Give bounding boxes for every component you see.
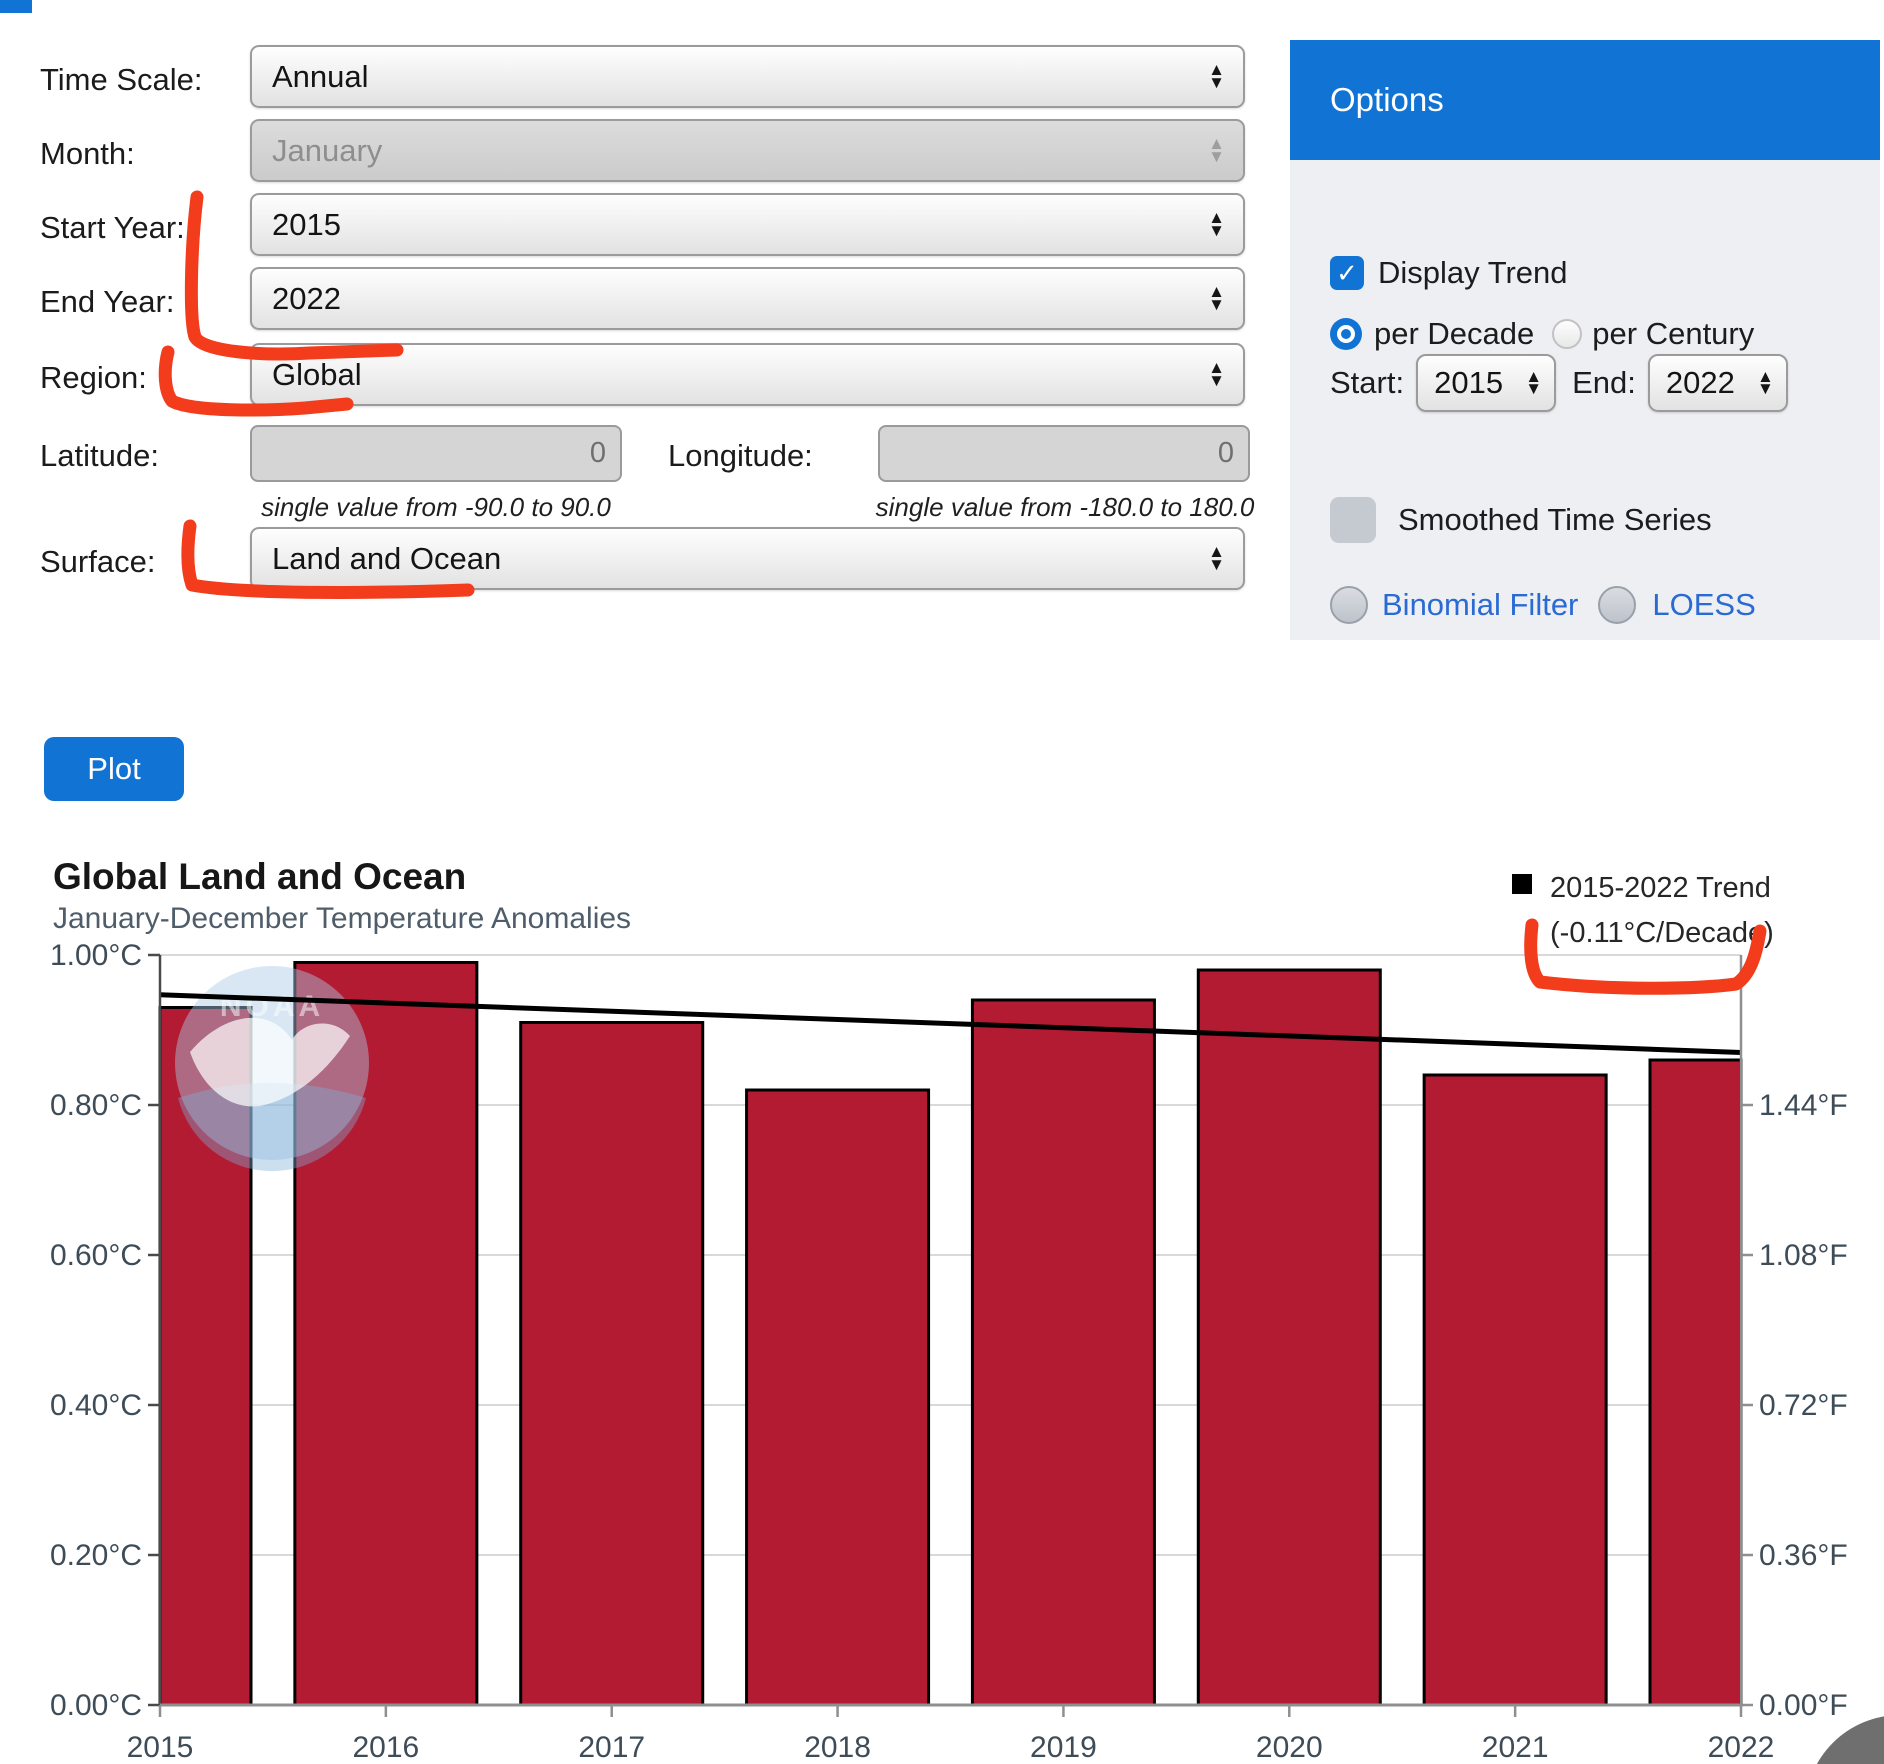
corner-round-button[interactable] — [1805, 1715, 1884, 1764]
trend-legend: 2015-2022 Trend (-0.11°C/Decade) — [1512, 866, 1774, 956]
noaa-watermark-text: NOAA — [220, 990, 324, 1023]
region-label: Region: — [40, 360, 147, 395]
trend-end-spinner[interactable]: 2022 ▲ ▼ — [1647, 354, 1788, 412]
display-trend-checkbox[interactable]: ✓ — [1330, 256, 1364, 290]
spinner-arrows-icon: ▲ ▼ — [1525, 366, 1543, 398]
noaa-logo-gull-icon — [190, 1017, 350, 1107]
y-tick-label-left: 0.00°C — [50, 1689, 142, 1722]
y-tick-label-left: 0.40°C — [50, 1389, 142, 1422]
bar-2020 — [1196, 968, 1382, 1707]
plot-button[interactable]: Plot — [44, 737, 184, 801]
longitude-label: Longitude: — [668, 438, 813, 473]
y-tick-label-left: 0.80°C — [50, 1089, 142, 1122]
bar-2015 — [158, 1006, 253, 1707]
bar-2022 — [1648, 1058, 1743, 1707]
start-year-label: Start Year: — [40, 210, 185, 245]
surface-select[interactable]: Land and Ocean ▲ ▼ — [250, 527, 1245, 590]
latitude-input[interactable]: 0 — [250, 425, 622, 482]
trend-line — [159, 992, 1742, 1055]
smoothed-time-series-label: Smoothed Time Series — [1398, 502, 1712, 537]
x-tick-label: 2022 — [1708, 1731, 1775, 1764]
y-tick-label-right: 1.44°F — [1759, 1089, 1848, 1122]
bar-2016 — [293, 961, 479, 1707]
bar-2017 — [519, 1021, 705, 1707]
noaa-logo-watermark-icon — [175, 966, 369, 1160]
per-decade-label: per Decade — [1374, 316, 1535, 351]
noaa-logo-ocean-icon — [178, 1083, 366, 1172]
chart-title: Global Land and Ocean — [53, 856, 467, 897]
options-panel: Options ✓ Display Trend per Decade per C… — [1290, 40, 1880, 640]
y-tick-label-right: 0.36°F — [1759, 1539, 1848, 1572]
end-year-select[interactable]: 2022 ▲ ▼ — [250, 267, 1245, 330]
x-tick-label: 2018 — [804, 1731, 871, 1764]
region-select[interactable]: Global ▲ ▼ — [250, 343, 1245, 406]
month-select: January ▲ ▼ — [250, 119, 1245, 182]
y-tick-label-left: 0.20°C — [50, 1539, 142, 1572]
spinner-arrows-icon: ▲ ▼ — [1208, 134, 1225, 166]
longitude-input[interactable]: 0 — [878, 425, 1250, 482]
x-tick-label: 2019 — [1030, 1731, 1097, 1764]
y-tick-label-right: 0.72°F — [1759, 1389, 1848, 1422]
spinner-arrows-icon: ▲ ▼ — [1208, 208, 1225, 240]
per-century-radio[interactable] — [1552, 319, 1583, 349]
trend-legend-line2: (-0.11°C/Decade) — [1550, 916, 1774, 949]
options-header: Options — [1290, 40, 1880, 160]
y-tick-label-right: 1.08°F — [1759, 1239, 1848, 1272]
latitude-label: Latitude: — [40, 438, 159, 473]
spinner-arrows-icon: ▲ ▼ — [1208, 358, 1225, 390]
loess-radio[interactable] — [1598, 586, 1637, 624]
trend-end-label: End: — [1572, 365, 1636, 400]
loess-label: LOESS — [1652, 587, 1756, 622]
y-tick-label-left: 0.60°C — [50, 1239, 142, 1272]
spinner-arrows-icon: ▲ ▼ — [1208, 282, 1225, 314]
binomial-filter-radio[interactable] — [1330, 586, 1368, 624]
x-tick-label: 2017 — [578, 1731, 645, 1764]
end-year-label: End Year: — [40, 284, 175, 319]
trend-start-label: Start: — [1330, 365, 1405, 400]
per-decade-radio[interactable] — [1330, 318, 1362, 350]
time-scale-select[interactable]: Annual ▲ ▼ — [250, 45, 1245, 108]
spinner-arrows-icon: ▲ ▼ — [1757, 366, 1774, 398]
surface-label: Surface: — [40, 544, 156, 579]
time-scale-label: Time Scale: — [40, 62, 203, 97]
x-tick-label: 2015 — [127, 1731, 194, 1764]
month-label: Month: — [40, 136, 135, 171]
trend-start-spinner[interactable]: 2015 ▲ ▼ — [1416, 354, 1557, 412]
spinner-arrows-icon: ▲ ▼ — [1208, 542, 1225, 574]
x-tick-label: 2021 — [1482, 1731, 1549, 1764]
smoothed-time-series-checkbox[interactable] — [1330, 497, 1376, 543]
x-tick-label: 2020 — [1256, 1731, 1323, 1764]
x-tick-label: 2016 — [352, 1731, 419, 1764]
display-trend-label: Display Trend — [1378, 255, 1568, 290]
clipped-top-button — [0, 0, 32, 13]
longitude-hint: single value from -180.0 to 180.0 — [875, 492, 1255, 522]
trend-legend-line1: 2015-2022 Trend — [1550, 872, 1771, 904]
chart-subtitle: January-December Temperature Anomalies — [53, 902, 632, 935]
y-tick-label-left: 1.00°C — [50, 939, 142, 972]
y-tick-label-right: 0.00°F — [1759, 1689, 1848, 1722]
latitude-hint: single value from -90.0 to 90.0 — [261, 492, 611, 522]
trend-legend-marker-icon — [1512, 874, 1532, 894]
spinner-arrows-icon: ▲ ▼ — [1208, 60, 1225, 92]
bar-2021 — [1422, 1073, 1608, 1707]
start-year-select[interactable]: 2015 ▲ ▼ — [250, 193, 1245, 256]
bar-2018 — [745, 1088, 931, 1707]
binomial-filter-label: Binomial Filter — [1382, 587, 1579, 622]
per-century-label: per Century — [1592, 316, 1755, 351]
bar-2019 — [970, 998, 1156, 1707]
